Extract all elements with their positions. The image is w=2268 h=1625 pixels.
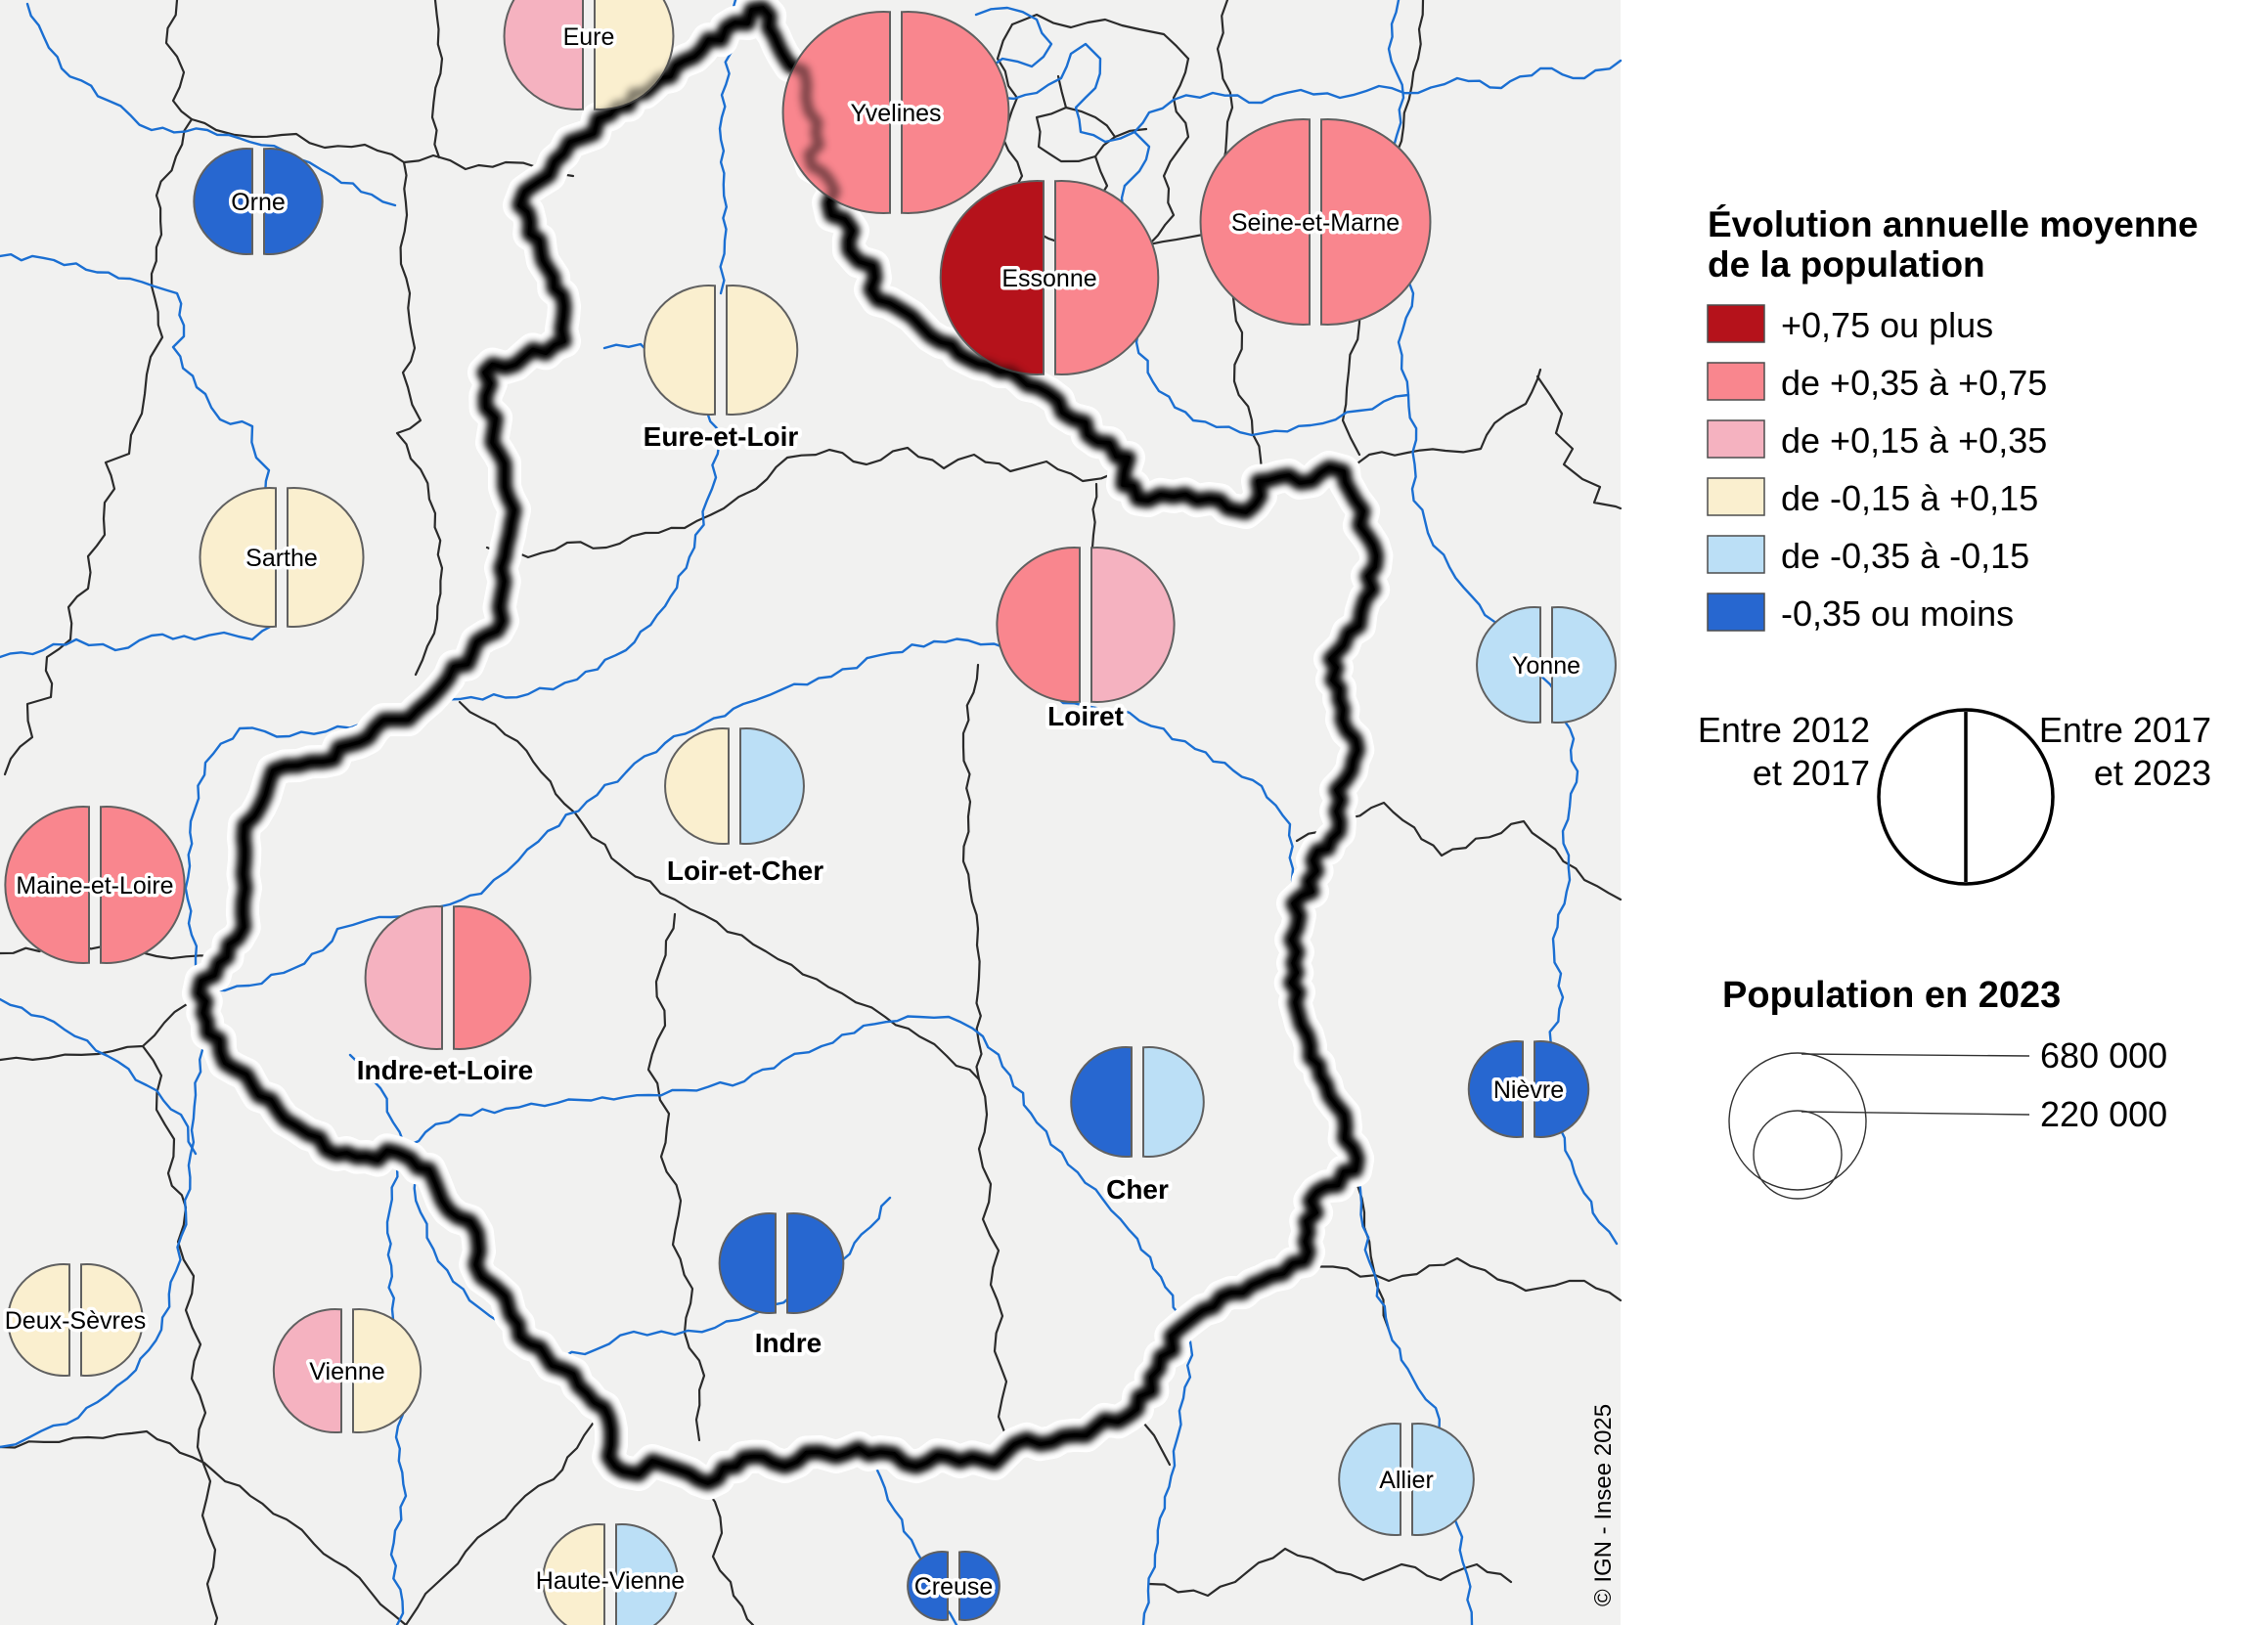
svg-text:de la population: de la population [1708,244,1985,285]
svg-text:Cher: Cher [1106,1174,1169,1205]
svg-text:Indre: Indre [755,1328,822,1358]
svg-text:de -0,15 à +0,15: de -0,15 à +0,15 [1781,478,2038,518]
svg-text:+0,75 ou plus: +0,75 ou plus [1781,305,1993,345]
svg-text:Haute-Vienne: Haute-Vienne [536,1567,685,1595]
svg-text:Eure: Eure [563,23,615,51]
svg-text:de +0,35 à +0,75: de +0,35 à +0,75 [1781,363,2047,403]
svg-text:© IGN - Insee 2025: © IGN - Insee 2025 [1590,1404,1617,1606]
svg-text:de +0,15 à +0,35: de +0,15 à +0,35 [1781,420,2047,461]
svg-text:et 2023: et 2023 [2094,753,2211,793]
svg-text:Population en 2023: Population en 2023 [1722,975,2061,1016]
svg-text:Yvelines: Yvelines [850,100,941,127]
svg-text:Orne: Orne [231,189,286,216]
svg-text:Creuse: Creuse [914,1573,994,1601]
svg-text:Évolution annuelle moyenne: Évolution annuelle moyenne [1708,204,2199,244]
svg-text:et 2017: et 2017 [1753,753,1870,793]
svg-text:de -0,35 à -0,15: de -0,35 à -0,15 [1781,536,2029,576]
svg-text:Sarthe: Sarthe [245,545,318,572]
svg-text:Deux-Sèvres: Deux-Sèvres [5,1307,147,1335]
svg-text:220 000: 220 000 [2040,1094,2167,1134]
svg-text:680 000: 680 000 [2040,1035,2167,1076]
svg-text:Indre-et-Loire: Indre-et-Loire [357,1055,533,1085]
svg-text:Allier: Allier [1379,1467,1434,1494]
svg-text:Nièvre: Nièvre [1493,1076,1564,1104]
svg-text:Eure-et-Loir: Eure-et-Loir [644,421,799,452]
svg-text:Essonne: Essonne [1001,265,1096,292]
svg-text:Maine-et-Loire: Maine-et-Loire [16,872,173,900]
svg-text:Entre 2017: Entre 2017 [2039,710,2211,750]
svg-text:Yonne: Yonne [1512,652,1580,680]
svg-text:Vienne: Vienne [309,1358,384,1385]
svg-text:Entre 2012: Entre 2012 [1698,710,1870,750]
svg-text:-0,35 ou moins: -0,35 ou moins [1781,593,2014,634]
svg-text:Loir-et-Cher: Loir-et-Cher [667,856,823,886]
svg-text:Loiret: Loiret [1047,701,1124,731]
svg-text:Seine-et-Marne: Seine-et-Marne [1231,209,1400,237]
